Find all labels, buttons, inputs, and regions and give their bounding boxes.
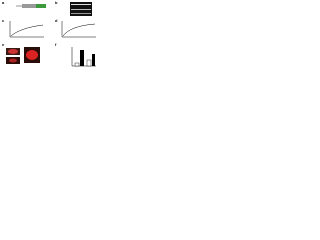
bar-plot [71,47,96,67]
tag-segment [36,4,46,8]
figure: a b c d e f [2,0,96,67]
panel-label: b [55,0,58,5]
page: a b c d e f (() => { const data = JSON. [0,0,100,71]
panel-label: a [2,0,5,5]
panel-label: c [2,18,5,23]
plot [61,21,96,38]
blot [70,2,92,16]
panel-label: e [2,42,5,47]
micrograph [6,47,40,64]
panel-label: d [55,18,58,23]
gene-segment [22,4,36,8]
panel-label: f [55,42,57,47]
plot [9,21,44,38]
